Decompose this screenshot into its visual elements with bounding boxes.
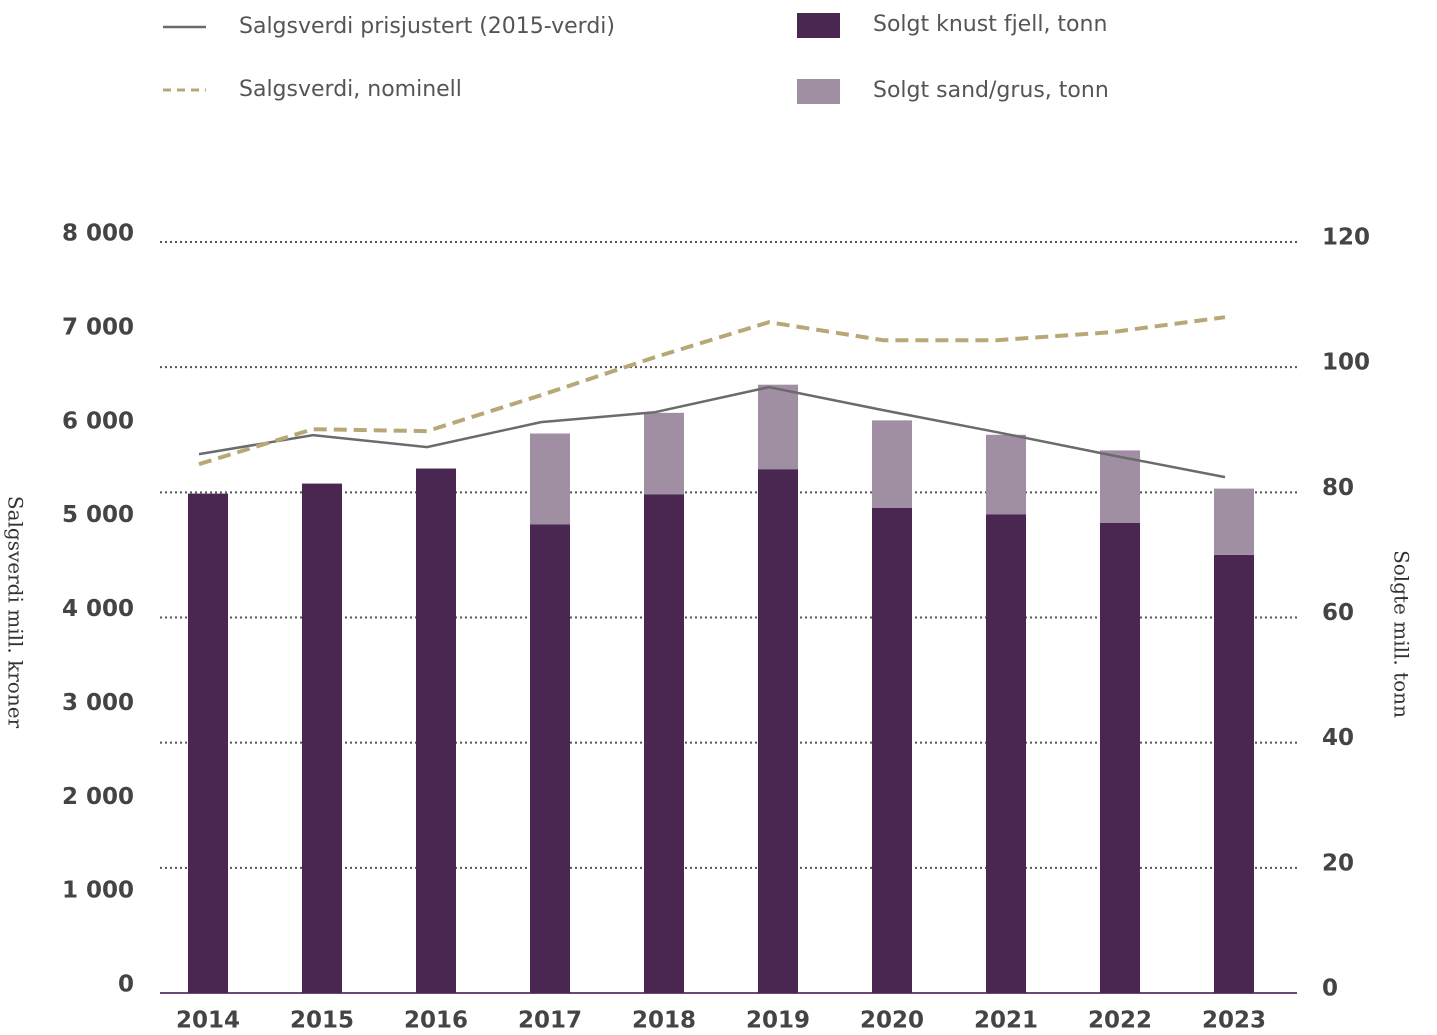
line <box>198 315 1226 467</box>
bar <box>530 524 570 993</box>
y2-tick-label: 100 <box>1322 350 1370 376</box>
y2-tick-label: 40 <box>1322 725 1354 751</box>
y2-tick-label: 0 <box>1322 976 1338 1002</box>
bar <box>302 483 342 993</box>
legend-swatch <box>797 79 840 104</box>
y-tick-label: 3 000 <box>62 690 134 716</box>
x-tick-label: 2019 <box>746 1008 810 1034</box>
y2-tick-label: 20 <box>1322 850 1354 876</box>
y-tick-label: 8 000 <box>62 221 134 247</box>
bar <box>986 514 1026 993</box>
bar <box>188 493 228 993</box>
line <box>198 385 1226 479</box>
bar <box>872 420 912 508</box>
y-tick-label: 4 000 <box>62 596 134 622</box>
legend-label: Salgsverdi prisjustert (2015-verdi) <box>239 14 615 39</box>
y2-tick-label: 120 <box>1322 225 1370 251</box>
legend-label: Solgt sand/grus, tonn <box>873 78 1109 103</box>
bar <box>758 469 798 993</box>
bar <box>1214 554 1254 993</box>
x-tick-label: 2020 <box>860 1008 924 1034</box>
bar <box>530 433 570 525</box>
bar <box>416 468 456 994</box>
x-tick-label: 2021 <box>974 1008 1038 1034</box>
y2-axis-title: Solgte mill. tonn <box>1390 550 1414 718</box>
y-tick-label: 7 000 <box>62 314 134 340</box>
bar <box>1214 488 1254 555</box>
y-tick-label: 5 000 <box>62 502 134 528</box>
legend-label: Salgsverdi, nominell <box>239 77 462 102</box>
y-tick-label: 1 000 <box>62 878 134 904</box>
bar <box>644 412 684 495</box>
x-tick-label: 2022 <box>1088 1008 1152 1034</box>
y-tick-label: 2 000 <box>62 784 134 810</box>
y-tick-label: 0 <box>118 972 134 998</box>
legend-swatch <box>797 13 840 38</box>
y2-tick-label: 60 <box>1322 600 1354 626</box>
y2-tick-label: 80 <box>1322 475 1354 501</box>
y-axis-title: Salgsverdi mill. kroner <box>4 496 28 729</box>
y-tick-label: 6 000 <box>62 408 134 434</box>
x-tick-label: 2018 <box>632 1008 696 1034</box>
bar <box>758 384 798 470</box>
legend-label: Solgt knust fjell, tonn <box>873 12 1107 37</box>
x-tick-label: 2023 <box>1202 1008 1266 1034</box>
x-tick-label: 2014 <box>176 1008 240 1034</box>
x-tick-label: 2017 <box>518 1008 582 1034</box>
x-tick-label: 2015 <box>290 1008 354 1034</box>
bar <box>1100 522 1140 993</box>
bar <box>986 434 1026 515</box>
bar <box>1100 450 1140 523</box>
bar <box>872 507 912 993</box>
x-tick-label: 2016 <box>404 1008 468 1034</box>
bar <box>644 494 684 993</box>
